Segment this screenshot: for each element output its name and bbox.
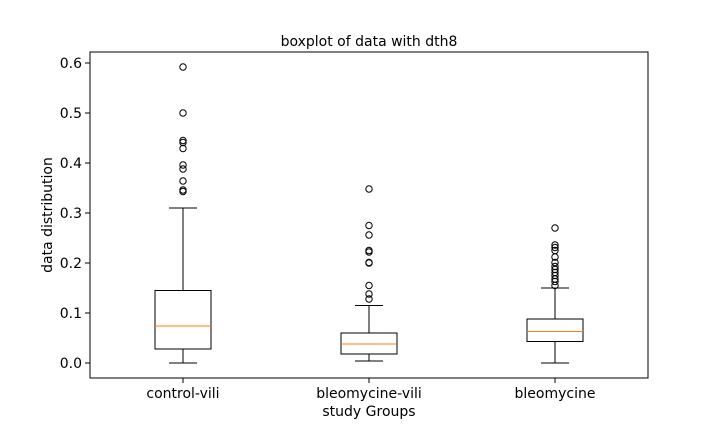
box-body <box>154 290 212 350</box>
y-axis-label: data distribution <box>40 157 56 273</box>
chart-title: boxplot of data with dth8 <box>281 34 458 50</box>
outlier-point <box>551 262 559 271</box>
outlier-point <box>179 186 187 194</box>
outlier-point <box>551 243 559 252</box>
outlier-point <box>551 224 559 232</box>
outlier-point <box>365 290 373 298</box>
outlier-point <box>365 246 373 255</box>
plot-frame <box>89 51 649 379</box>
outlier-point <box>179 63 187 71</box>
plot-area: 0.0 0.1 0.2 0.3 0.4 0.5 0.6 control-vili bleomyc… <box>60 56 596 402</box>
y-tick-label: 0.1 <box>60 306 82 322</box>
outlier-point <box>551 241 559 249</box>
box-body <box>526 318 584 342</box>
outlier-point <box>365 185 373 193</box>
y-tick-label: 0.2 <box>60 256 82 272</box>
outlier-point <box>179 136 187 145</box>
outlier-point <box>179 177 187 185</box>
y-tick-label: 0.5 <box>60 106 82 122</box>
outlier-point <box>365 231 373 239</box>
y-tick-label: 0.0 <box>60 356 82 372</box>
x-tick-label: bleomycine <box>515 386 596 402</box>
outlier-point <box>179 109 187 117</box>
x-tick-label: control-vili <box>146 386 219 402</box>
outlier-point <box>551 265 559 274</box>
x-axis-label: study Groups <box>322 404 415 420</box>
outlier-point <box>179 161 187 169</box>
outlier-point <box>179 165 187 173</box>
y-tick-label: 0.6 <box>60 56 82 72</box>
outlier-point <box>179 138 187 147</box>
outlier-point <box>365 281 373 290</box>
outlier-point <box>365 221 373 230</box>
x-tick-label: bleomycine-vili <box>316 386 422 402</box>
y-tick-label: 0.3 <box>60 206 82 222</box>
y-tick-label: 0.4 <box>60 156 82 172</box>
outlier-point <box>551 258 559 267</box>
outlier-point <box>365 258 373 267</box>
outlier-point <box>365 295 373 303</box>
outlier-point <box>551 246 559 255</box>
